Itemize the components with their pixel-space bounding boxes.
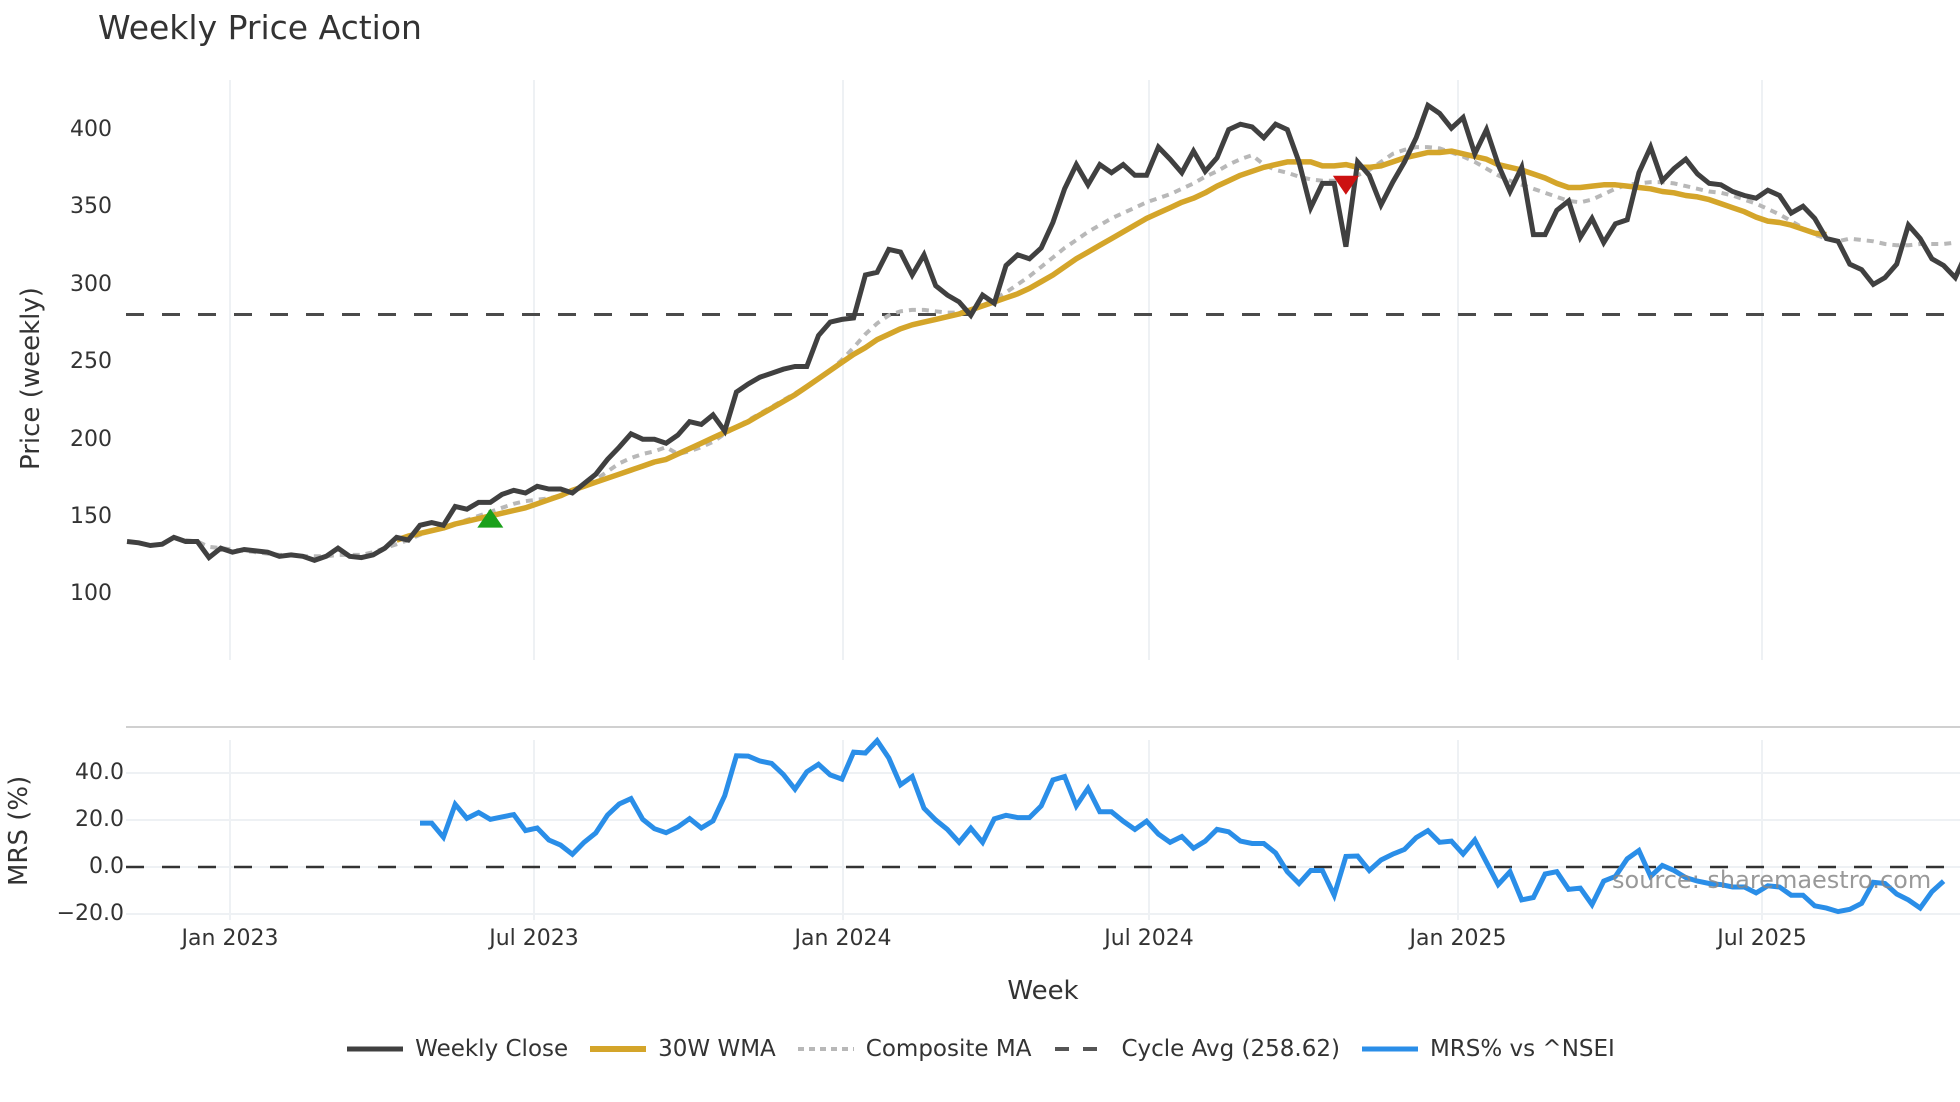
mrs-ytick-neg20: −20.0 xyxy=(56,901,124,926)
composite-ma-line xyxy=(185,145,1956,559)
price-ytick-350: 350 xyxy=(70,194,112,219)
buy-signal-triangle-up-icon xyxy=(477,508,504,528)
legend-label: Composite MA xyxy=(865,1036,1032,1062)
dashed-line-swatch-icon xyxy=(1055,1047,1110,1051)
sell-signal-triangle-down-icon xyxy=(1332,175,1359,195)
mrs-line xyxy=(420,736,1946,915)
chart-legend: Weekly Close 30W WMA Composite MA Cycle … xyxy=(0,1036,1960,1062)
xtick-jan-2024: Jan 2024 xyxy=(794,926,892,951)
price-ytick-100: 100 xyxy=(70,581,112,606)
xtick-jul-2023: Jul 2023 xyxy=(489,926,579,951)
legend-label: MRS% vs ^NSEI xyxy=(1429,1036,1615,1062)
legend-item-wma[interactable]: 30W WMA xyxy=(588,1036,776,1062)
solid-line-swatch-icon xyxy=(347,1046,404,1052)
x-axis-label: Week xyxy=(1007,976,1079,1006)
price-ytick-250: 250 xyxy=(70,349,112,374)
legend-item-cycle-avg[interactable]: Cycle Avg (258.62) xyxy=(1051,1036,1340,1062)
price-ytick-150: 150 xyxy=(70,504,112,529)
legend-item-composite-ma[interactable]: Composite MA xyxy=(796,1036,1032,1062)
legend-label: Weekly Close xyxy=(415,1036,569,1062)
mrs-ytick-0: 0.0 xyxy=(89,854,124,879)
mrs-ytick-20: 20.0 xyxy=(75,807,124,832)
xtick-jul-2024: Jul 2024 xyxy=(1104,926,1194,951)
source-watermark: source: sharemaestro.com xyxy=(1612,866,1932,894)
dotted-line-swatch-icon xyxy=(797,1047,854,1051)
legend-label: 30W WMA xyxy=(658,1036,776,1062)
price-axis-label: Price (weekly) xyxy=(16,287,46,470)
legend-item-weekly-close[interactable]: Weekly Close xyxy=(345,1036,568,1062)
mrs-ytick-40: 40.0 xyxy=(75,760,124,785)
chart-title: Weekly Price Action xyxy=(98,8,422,47)
price-ytick-400: 400 xyxy=(70,117,112,142)
legend-item-mrs[interactable]: MRS% vs ^NSEI xyxy=(1360,1036,1615,1062)
xtick-jul-2025: Jul 2025 xyxy=(1717,926,1807,951)
blue-line-swatch-icon xyxy=(1361,1046,1418,1052)
xtick-jan-2023: Jan 2023 xyxy=(181,926,279,951)
legend-label: Cycle Avg (258.62) xyxy=(1121,1036,1340,1062)
wma-line xyxy=(395,148,1827,543)
price-ytick-200: 200 xyxy=(70,427,112,452)
gold-line-swatch-icon xyxy=(590,1046,647,1052)
vertical-gridlines xyxy=(229,80,1763,920)
weekly-close-line xyxy=(126,101,1960,563)
mrs-axis-label: MRS (%) xyxy=(4,775,34,886)
price-ytick-300: 300 xyxy=(70,272,112,297)
xtick-jan-2025: Jan 2025 xyxy=(1409,926,1507,951)
